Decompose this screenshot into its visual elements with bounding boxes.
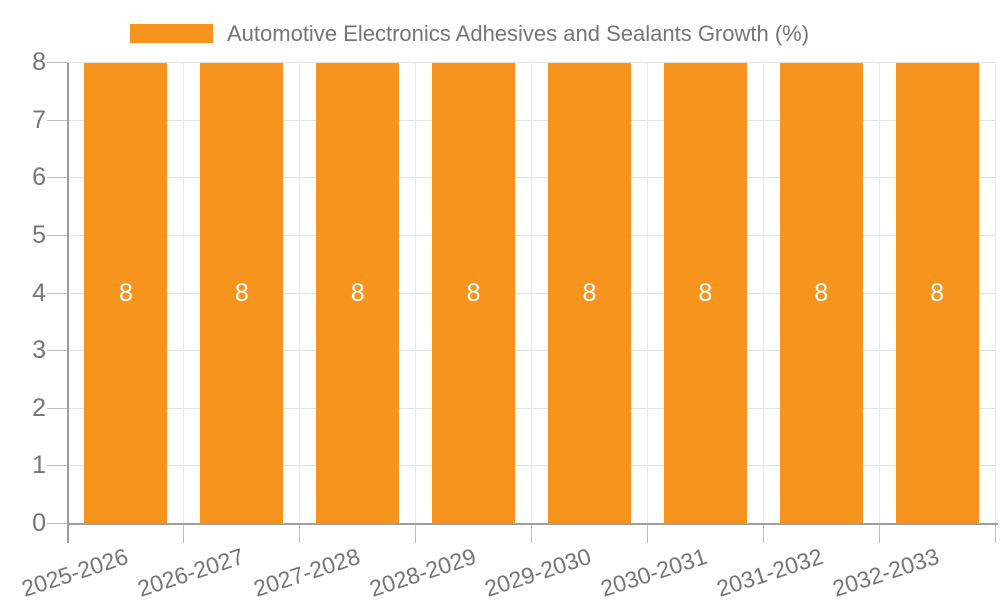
bar-value-label: 8: [350, 278, 365, 307]
y-axis-label: 2: [32, 393, 46, 422]
y-axis-label: 4: [32, 278, 46, 307]
x-axis-tick: [531, 523, 532, 543]
bar-value-label: 8: [582, 278, 597, 307]
x-gridline: [183, 62, 185, 524]
bar-value-label: 8: [930, 278, 945, 307]
bar-value-label: 8: [814, 278, 829, 307]
x-axis-label: 2026-2027: [134, 543, 247, 600]
x-axis-tick: [299, 523, 301, 543]
y-axis-line: [67, 62, 69, 543]
y-axis-tick: [47, 350, 68, 352]
bar-value-label: 8: [698, 278, 713, 307]
x-gridline: [415, 62, 417, 524]
x-axis-label: 2028-2029: [365, 543, 479, 600]
bar: [432, 62, 516, 524]
x-axis-tick: [646, 523, 648, 543]
bar-value-label: 8: [234, 278, 249, 307]
y-axis-tick: [47, 465, 68, 467]
x-axis-label: 2031-2032: [713, 543, 827, 600]
x-gridline: [994, 62, 996, 524]
y-axis-tick: [47, 407, 68, 409]
x-axis-label: 2027-2028: [250, 543, 363, 600]
bar: [547, 62, 631, 524]
x-gridline: [531, 62, 532, 524]
x-axis-tick: [415, 523, 417, 543]
x-axis-tick: [762, 523, 764, 543]
bar: [779, 62, 863, 524]
x-axis-label: 2030-2031: [597, 543, 711, 600]
y-axis-tick: [47, 62, 68, 63]
x-gridline: [299, 62, 301, 524]
y-axis-label: 1: [32, 451, 46, 480]
bar: [84, 62, 168, 524]
bar-value-label: 8: [118, 278, 133, 307]
x-axis-label: 2025-2026: [18, 543, 131, 600]
x-axis-label: 2032-2033: [829, 543, 943, 600]
y-axis-label: 8: [32, 48, 46, 76]
x-axis-line: [68, 522, 998, 525]
y-axis-tick: [47, 523, 68, 524]
y-axis-tick: [47, 234, 68, 236]
bar: [895, 62, 979, 524]
y-axis-tick: [47, 292, 68, 294]
x-axis-label: 2029-2030: [481, 543, 595, 600]
y-axis-tick: [47, 177, 68, 179]
x-axis-tick: [994, 523, 996, 543]
bar-value-label: 8: [466, 278, 481, 307]
x-gridline: [646, 62, 648, 524]
bar: [316, 62, 400, 524]
y-axis-label: 0: [32, 509, 46, 537]
bar: [200, 62, 284, 524]
legend-label: Automotive Electronics Adhesives and Sea…: [227, 21, 810, 46]
x-axis-tick: [878, 523, 880, 543]
x-axis-tick: [183, 523, 185, 543]
chart-legend[interactable]: Automotive Electronics Adhesives and Sea…: [130, 22, 809, 45]
y-axis-tick: [47, 119, 68, 121]
y-axis-label: 3: [32, 336, 46, 365]
y-axis-label: 6: [32, 163, 46, 192]
y-axis-label: 7: [32, 105, 46, 134]
y-axis-label: 5: [32, 220, 46, 249]
x-gridline: [878, 62, 880, 524]
x-gridline: [762, 62, 764, 524]
bar: [663, 62, 747, 524]
legend-swatch[interactable]: [130, 24, 213, 43]
